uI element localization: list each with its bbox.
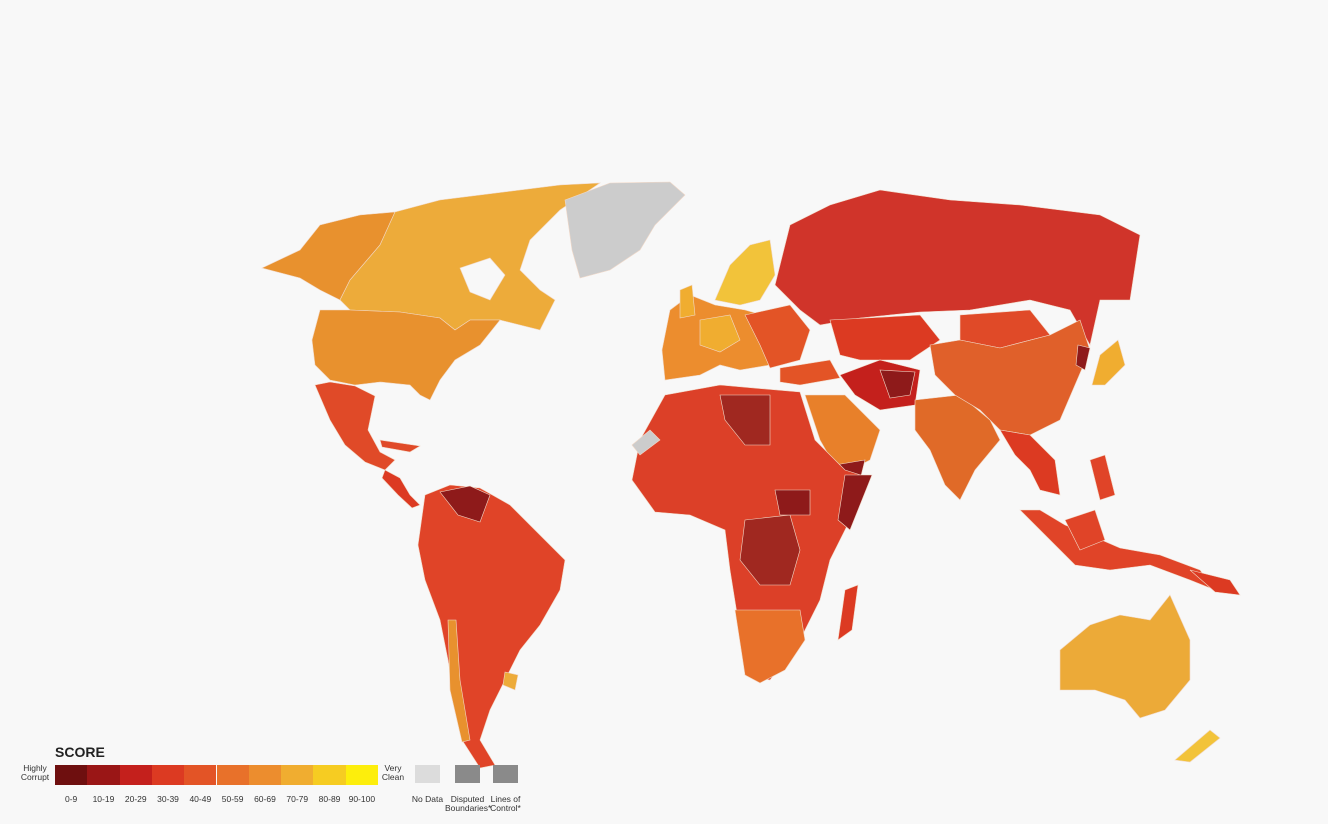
arabia bbox=[804, 394, 881, 476]
western-sahara bbox=[631, 429, 661, 456]
legend-swatch bbox=[345, 765, 378, 785]
legend-bin-label: 40-49 bbox=[189, 794, 212, 804]
legend-bin-label: 60-69 bbox=[254, 794, 276, 804]
south-sudan bbox=[774, 489, 811, 516]
legend-bin-label: 30-39 bbox=[157, 794, 179, 804]
legend-bin-label: 90-100 bbox=[348, 794, 376, 804]
southern-africa bbox=[734, 609, 806, 684]
legend-swatch bbox=[281, 765, 314, 785]
legend-extra-swatch bbox=[493, 765, 518, 783]
legend-extra-label: No Data bbox=[411, 794, 444, 804]
central-asia bbox=[829, 314, 941, 361]
legend-title: SCORE bbox=[55, 744, 105, 760]
scandinavia bbox=[714, 239, 776, 306]
madagascar bbox=[837, 584, 859, 641]
legend-bin-label: 10-19 bbox=[92, 794, 115, 804]
legend-extra-label: Disputed Boundaries* bbox=[445, 794, 492, 813]
uruguay bbox=[502, 671, 519, 691]
india bbox=[914, 394, 1001, 501]
legend-high-label: Very Clean bbox=[381, 763, 405, 782]
new-zealand bbox=[1174, 729, 1221, 763]
indonesia bbox=[1019, 509, 1216, 591]
philippines bbox=[1089, 454, 1116, 501]
canada bbox=[339, 182, 602, 331]
legend-bin-label: 0-9 bbox=[65, 794, 78, 804]
south-america bbox=[417, 484, 566, 769]
uk bbox=[679, 284, 696, 319]
legend-low-label: Highly Corrupt bbox=[20, 763, 50, 782]
legend-swatch bbox=[55, 765, 88, 785]
cuba bbox=[379, 439, 421, 453]
libya bbox=[719, 394, 771, 446]
legend-extra-swatch bbox=[415, 765, 440, 783]
mexico bbox=[314, 381, 396, 471]
russia bbox=[774, 189, 1141, 346]
germany-france bbox=[699, 314, 741, 353]
legend-swatch bbox=[313, 765, 346, 785]
legend-swatch bbox=[151, 765, 185, 785]
legend-extra-swatch bbox=[455, 765, 480, 783]
southeast-asia bbox=[999, 429, 1061, 496]
china bbox=[929, 319, 1091, 436]
legend-swatch bbox=[87, 765, 120, 785]
chile bbox=[447, 619, 471, 743]
eastern-europe bbox=[744, 304, 811, 369]
borneo bbox=[1064, 509, 1106, 551]
venezuela bbox=[439, 485, 491, 523]
legend-swatch bbox=[119, 765, 152, 785]
legend-swatch bbox=[184, 765, 217, 785]
png bbox=[1189, 569, 1241, 596]
central-america bbox=[381, 469, 421, 509]
usa bbox=[311, 309, 501, 401]
australia bbox=[1059, 594, 1191, 719]
japan bbox=[1091, 339, 1126, 386]
legend-bin-label: 70-79 bbox=[286, 794, 309, 804]
legend-swatch bbox=[248, 765, 282, 785]
legend-bin-label: 50-59 bbox=[221, 794, 244, 804]
afghanistan bbox=[879, 369, 916, 399]
korea bbox=[1075, 344, 1091, 371]
hudson-bay bbox=[459, 257, 506, 301]
legend-extra-label: Lines of Control* bbox=[490, 794, 521, 813]
legend-bin-label: 20-29 bbox=[124, 794, 147, 804]
somalia bbox=[837, 474, 873, 531]
legend-swatch bbox=[216, 765, 249, 785]
greenland bbox=[564, 181, 686, 279]
legend-bin-label: 80-89 bbox=[318, 794, 341, 804]
turkey bbox=[779, 359, 841, 386]
